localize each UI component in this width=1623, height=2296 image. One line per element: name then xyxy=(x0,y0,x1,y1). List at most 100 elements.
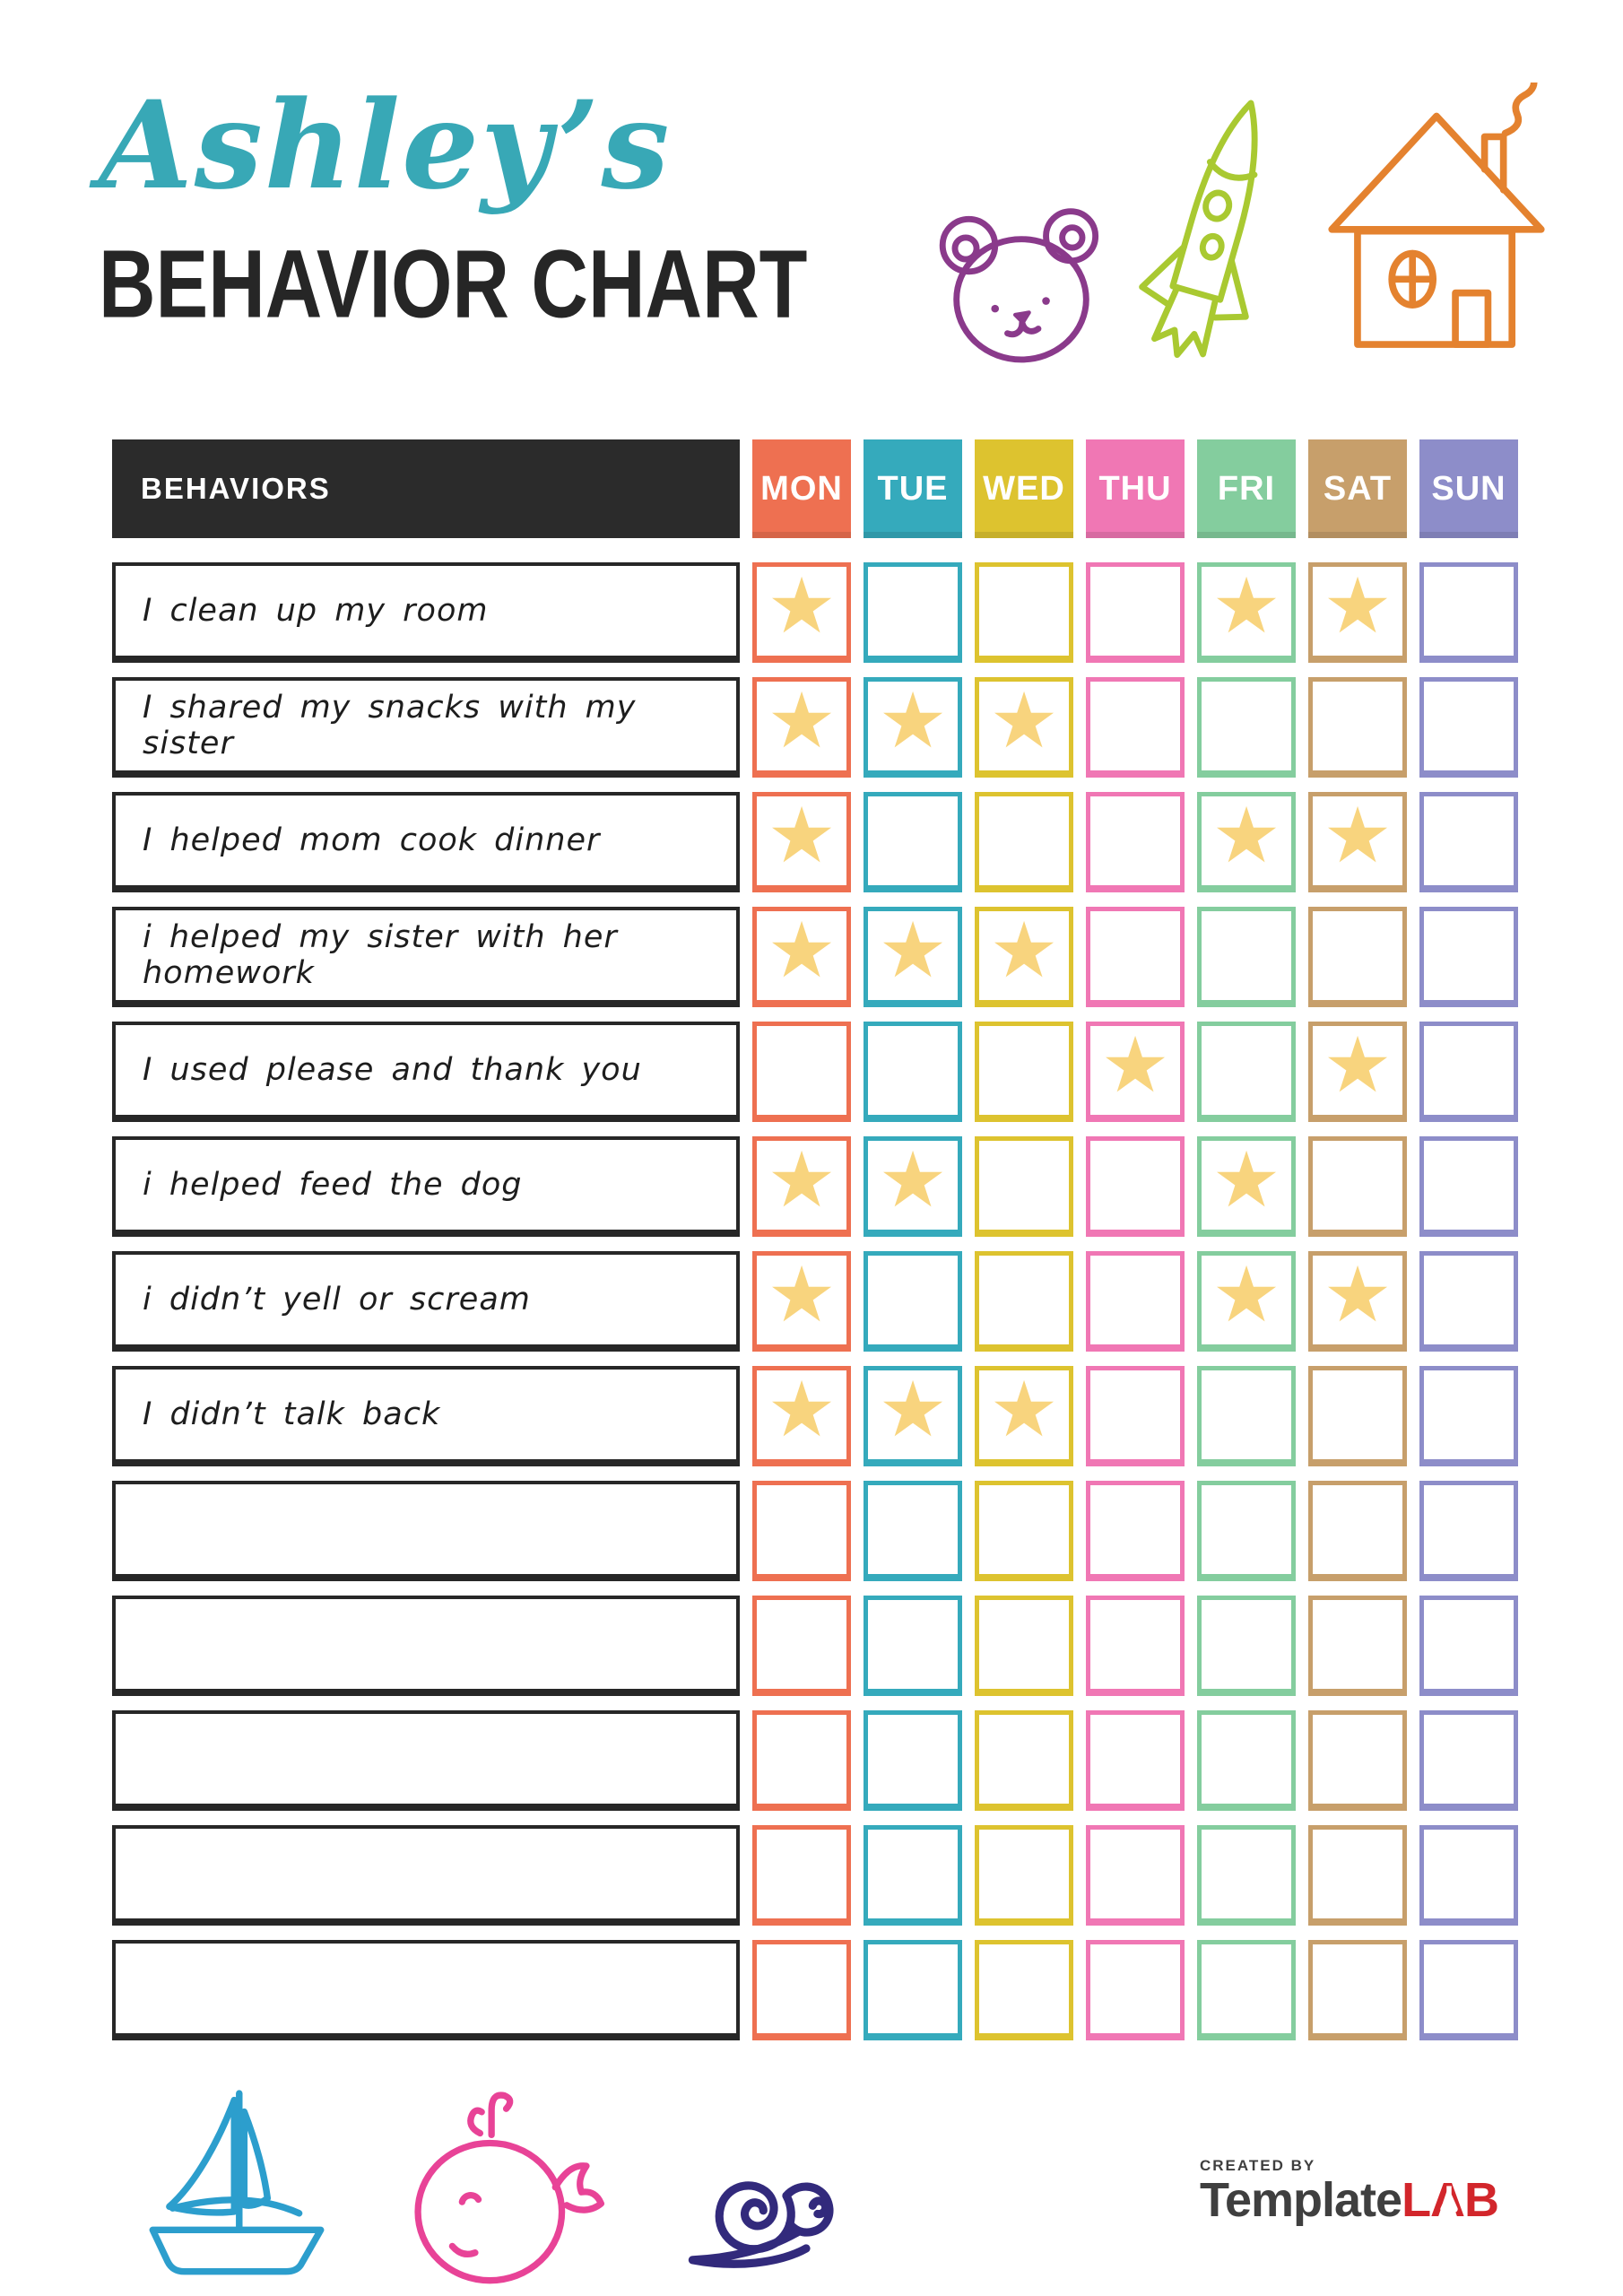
day-cell-sat xyxy=(1308,1596,1407,1696)
star-icon: ★ xyxy=(878,905,948,996)
child-name-title: Ashley’s xyxy=(99,74,672,216)
day-header-tue: TUE xyxy=(864,439,962,538)
behavior-row xyxy=(112,1481,1518,1581)
day-cell-fri: ★ xyxy=(1197,1136,1296,1237)
day-cell-sat: ★ xyxy=(1308,792,1407,892)
star-icon: ★ xyxy=(1211,1135,1281,1225)
star-icon: ★ xyxy=(767,790,837,881)
day-cell-wed: ★ xyxy=(975,1366,1073,1466)
behavior-label: i helped feed the dog xyxy=(112,1136,740,1237)
day-cell-mon xyxy=(752,1022,851,1122)
day-cell-sun xyxy=(1419,677,1518,778)
day-cell-sat xyxy=(1308,1136,1407,1237)
day-header-sat: SAT xyxy=(1308,439,1407,538)
day-cell-tue: ★ xyxy=(864,677,962,778)
chart-header-row: BEHAVIORS MON TUE WED THU FRI SAT SUN xyxy=(112,439,1518,538)
day-cell-sun xyxy=(1419,1366,1518,1466)
day-cell-sun xyxy=(1419,1022,1518,1122)
day-cell-mon: ★ xyxy=(752,1136,851,1237)
star-icon: ★ xyxy=(767,561,837,651)
behavior-row xyxy=(112,1825,1518,1926)
behavior-row: I didn’t talk back ★ ★ ★ xyxy=(112,1366,1518,1466)
behaviors-column-header: BEHAVIORS xyxy=(112,439,740,538)
day-cell-tue xyxy=(864,792,962,892)
day-cell-thu: ★ xyxy=(1086,1022,1185,1122)
day-cell-sat xyxy=(1308,1481,1407,1581)
day-cell-sat xyxy=(1308,907,1407,1007)
day-cell-sun xyxy=(1419,1940,1518,2040)
star-icon: ★ xyxy=(878,1364,948,1455)
day-cell-tue xyxy=(864,1825,962,1926)
snail-doodle xyxy=(642,2138,850,2278)
day-cell-wed xyxy=(975,1710,1073,1811)
day-cell-wed xyxy=(975,1251,1073,1352)
day-cell-sun xyxy=(1419,1825,1518,1926)
behavior-label xyxy=(112,1710,740,1811)
behavior-label xyxy=(112,1825,740,1926)
day-cell-fri xyxy=(1197,1366,1296,1466)
day-cell-mon xyxy=(752,1710,851,1811)
star-icon: ★ xyxy=(1323,1249,1393,1340)
day-cell-sun xyxy=(1419,1251,1518,1352)
day-cell-sun xyxy=(1419,1481,1518,1581)
day-cell-sat: ★ xyxy=(1308,562,1407,663)
page-title: BEHAVIOR CHART xyxy=(99,229,808,337)
behavior-row xyxy=(112,1596,1518,1696)
star-icon: ★ xyxy=(1211,561,1281,651)
star-icon: ★ xyxy=(767,1364,837,1455)
behavior-row: I shared my snacks with my sister ★ ★ ★ xyxy=(112,677,1518,778)
day-cell-thu xyxy=(1086,1251,1185,1352)
day-cell-thu xyxy=(1086,1825,1185,1926)
day-cell-sun xyxy=(1419,1136,1518,1237)
day-cell-tue: ★ xyxy=(864,907,962,1007)
day-cell-tue xyxy=(864,1710,962,1811)
star-icon: ★ xyxy=(767,675,837,766)
day-cell-mon: ★ xyxy=(752,1251,851,1352)
day-cell-thu xyxy=(1086,1710,1185,1811)
day-cell-sun xyxy=(1419,792,1518,892)
day-cell-tue xyxy=(864,562,962,663)
title-block: Ashley’s BEHAVIOR CHART xyxy=(99,74,807,331)
day-cell-sat xyxy=(1308,1710,1407,1811)
rocket-doodle xyxy=(1097,58,1332,404)
day-cell-thu xyxy=(1086,792,1185,892)
day-cell-tue xyxy=(864,1022,962,1122)
day-cell-sun xyxy=(1419,562,1518,663)
behavior-label xyxy=(112,1940,740,2040)
day-cell-sat xyxy=(1308,677,1407,778)
behavior-label: i helped my sister with her homework xyxy=(112,907,740,1007)
behavior-row: I used please and thank you ★ ★ xyxy=(112,1022,1518,1122)
day-cell-thu xyxy=(1086,1136,1185,1237)
day-cell-fri: ★ xyxy=(1197,792,1296,892)
day-cell-wed xyxy=(975,1940,1073,2040)
day-cell-thu xyxy=(1086,1596,1185,1696)
brand-primary: Template xyxy=(1200,2173,1402,2227)
day-cell-wed xyxy=(975,1825,1073,1926)
day-cell-mon xyxy=(752,1940,851,2040)
star-icon: ★ xyxy=(989,905,1059,996)
day-cell-mon xyxy=(752,1481,851,1581)
day-cell-tue: ★ xyxy=(864,1366,962,1466)
behavior-row: i didn’t yell or scream ★ ★ ★ xyxy=(112,1251,1518,1352)
day-header-thu: THU xyxy=(1086,439,1185,538)
day-header-fri: FRI xyxy=(1197,439,1296,538)
day-cell-sat: ★ xyxy=(1308,1251,1407,1352)
day-cell-wed xyxy=(975,1481,1073,1581)
day-cell-wed xyxy=(975,1022,1073,1122)
behavior-label: I shared my snacks with my sister xyxy=(112,677,740,778)
day-cell-wed: ★ xyxy=(975,907,1073,1007)
star-icon: ★ xyxy=(1323,790,1393,881)
sailboat-doodle xyxy=(133,2072,341,2280)
day-cell-mon: ★ xyxy=(752,792,851,892)
day-cell-mon xyxy=(752,1825,851,1926)
day-cell-fri: ★ xyxy=(1197,562,1296,663)
star-icon: ★ xyxy=(989,1364,1059,1455)
behavior-row: I helped mom cook dinner ★ ★ ★ xyxy=(112,792,1518,892)
day-cell-sat xyxy=(1308,1366,1407,1466)
day-cell-thu xyxy=(1086,1940,1185,2040)
day-cell-mon: ★ xyxy=(752,677,851,778)
day-cell-mon xyxy=(752,1596,851,1696)
star-icon: ★ xyxy=(1211,790,1281,881)
day-cell-fri xyxy=(1197,1022,1296,1122)
